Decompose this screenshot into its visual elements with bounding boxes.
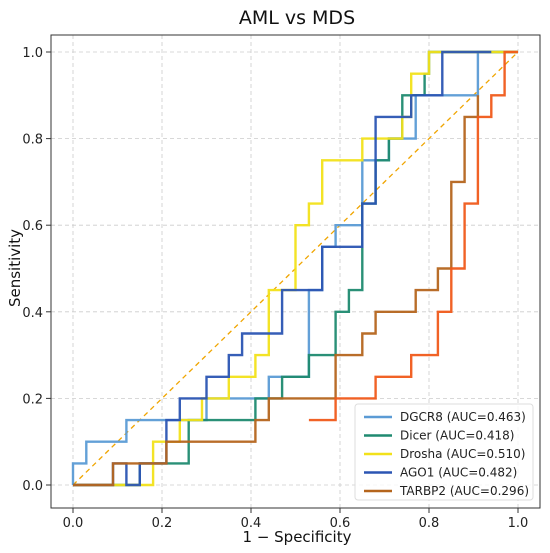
legend: DGCR8 (AUC=0.463) Dicer (AUC=0.418) Drosha… [354, 403, 534, 501]
y-tick-label: 1.0 [22, 46, 43, 61]
chart-title: AML vs MDS [239, 7, 355, 29]
legend-box [354, 403, 534, 501]
x-tick-label: 1.0 [508, 516, 529, 531]
x-tick-label: 0.0 [63, 516, 84, 531]
legend-label: Dicer (AUC=0.418) [400, 429, 514, 443]
plot-frame [50, 34, 541, 509]
x-axis-title: 1 − Specificity [243, 528, 352, 546]
x-tick-label: 0.6 [330, 516, 351, 531]
legend-label: Drosha (AUC=0.510) [400, 447, 525, 461]
legend-label: TARBP2 (AUC=0.296) [399, 484, 529, 498]
ticks-layer: 0.0 0.2 0.4 0.6 0.8 1.0 0.0 0.2 0.4 0.6 0.8 1.0 [22, 46, 528, 531]
series-line-ago1 [73, 50, 492, 487]
y-tick-label: 0.6 [22, 219, 43, 234]
legend-label: DGCR8 (AUC=0.463) [400, 410, 526, 424]
series-layer [71, 50, 518, 487]
y-axis-title: Sensitivity [6, 229, 24, 307]
x-tick-label: 0.4 [241, 516, 262, 531]
x-tick-label: 0.2 [152, 516, 173, 531]
series-line-orange [308, 50, 518, 422]
series-line-tarbp2 [73, 95, 480, 487]
y-tick-label: 0.4 [22, 306, 43, 321]
y-tick-label: 0.0 [22, 479, 43, 494]
y-tick-label: 0.2 [22, 392, 43, 407]
x-tick-label: 0.8 [419, 516, 440, 531]
y-tick-label: 0.8 [22, 133, 43, 148]
legend-label: AGO1 (AUC=0.482) [400, 466, 517, 480]
